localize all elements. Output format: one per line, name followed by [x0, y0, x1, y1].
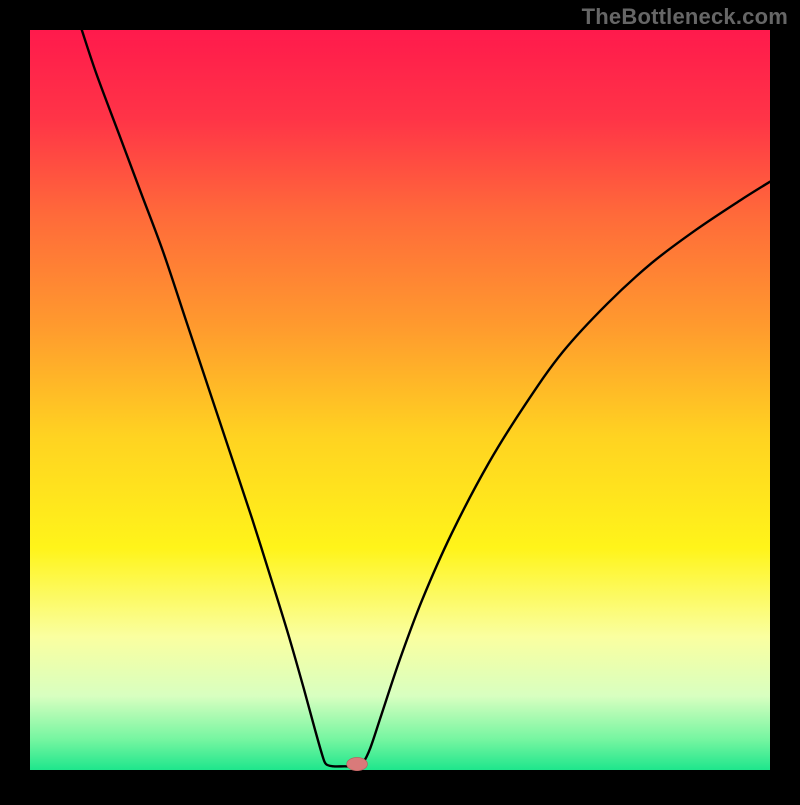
- optimal-point-marker: [347, 757, 368, 770]
- bottleneck-chart: [0, 0, 800, 800]
- chart-container: [0, 0, 800, 800]
- watermark-label: TheBottleneck.com: [582, 4, 788, 30]
